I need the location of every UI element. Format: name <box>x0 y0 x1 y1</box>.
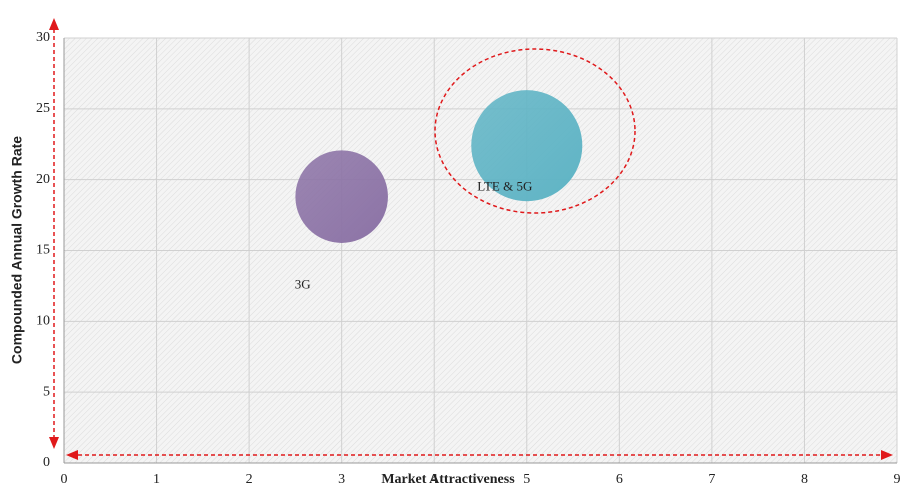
x-tick-label: 3 <box>338 472 345 487</box>
x-tick-label: 6 <box>616 472 623 487</box>
x-tick-label: 8 <box>801 472 808 487</box>
grid <box>63 37 898 464</box>
y-tick-label: 20 <box>36 172 50 187</box>
x-tick-label: 9 <box>894 472 901 487</box>
x-tick-label: 7 <box>708 472 715 487</box>
bubble-label: 3G <box>295 277 311 292</box>
x-tick-label: 0 <box>61 472 68 487</box>
x-arrow-head <box>66 450 78 460</box>
y-tick-label: 30 <box>36 30 50 45</box>
y-arrow-head <box>49 18 59 30</box>
x-tick-label: 4 <box>431 472 438 487</box>
y-tick-label: 25 <box>36 101 50 116</box>
x-arrow-head <box>881 450 893 460</box>
bubble <box>471 90 583 202</box>
marks <box>295 90 583 243</box>
y-tick-label: 0 <box>43 455 50 470</box>
highlight-ellipse <box>434 48 636 214</box>
x-axis-label: Market Attractiveness <box>381 472 515 487</box>
y-arrow-head <box>49 437 59 449</box>
x-tick-label: 2 <box>246 472 253 487</box>
y-tick-label: 5 <box>43 384 50 399</box>
y-axis-label: Compounded Annual Growth Rate <box>9 136 25 364</box>
x-tick-label: 5 <box>523 472 530 487</box>
y-tick-label: 15 <box>36 243 50 258</box>
x-tick-label: 1 <box>153 472 160 487</box>
bubble-label: LTE & 5G <box>477 179 532 194</box>
bubble <box>295 150 388 243</box>
y-tick-label: 10 <box>36 314 50 329</box>
